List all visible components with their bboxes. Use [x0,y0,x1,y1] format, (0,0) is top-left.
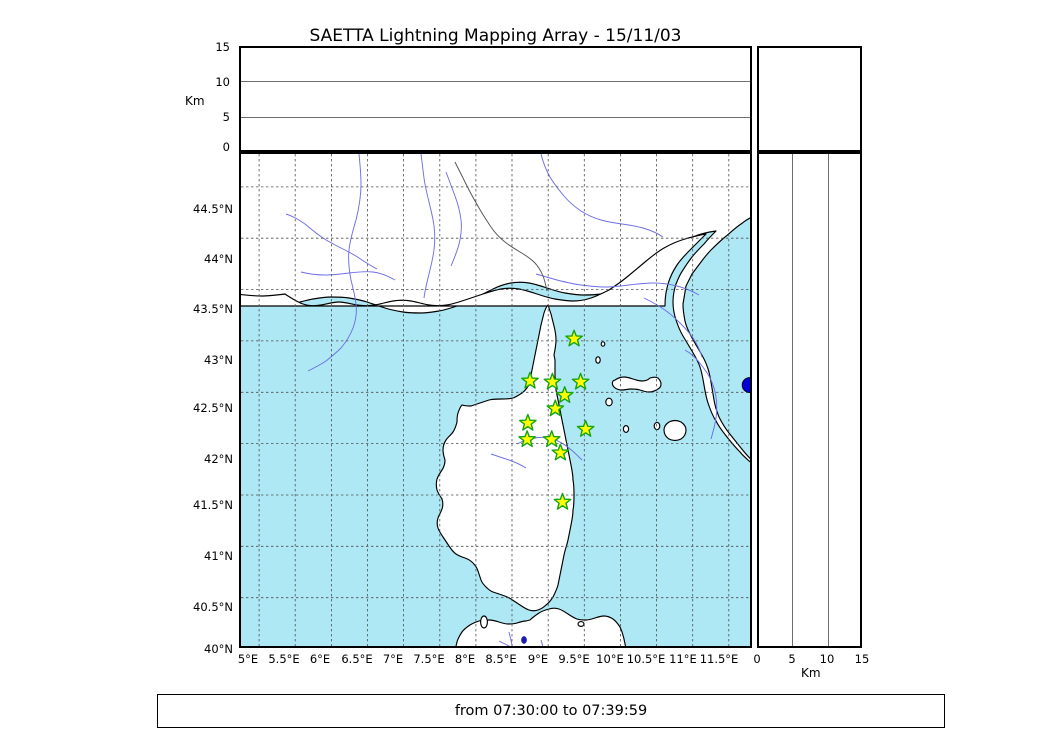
river-rhone-delta [300,271,396,281]
station-star-marker [542,430,561,448]
tick-lon-10: 10°E [596,652,624,666]
station-star-marker [518,413,537,431]
promontory-argentario [663,419,687,442]
national-border-france-italy [454,161,548,292]
tick-lat-41: 41°N [204,549,233,563]
tick-right-15: 15 [854,652,870,666]
station-star-marker [555,386,574,403]
event-markers [741,377,750,394]
axis-label-km-horizontal: Km [801,666,821,680]
map-gridlines [241,154,750,646]
map-graphic [241,154,750,646]
river-rhone [307,154,362,372]
river-var [445,171,462,267]
island-montecristo [622,425,630,433]
tick-top-5: 5 [222,110,230,124]
coastline-sardinia [455,607,627,646]
river-sardinia-3 [498,640,511,646]
tick-right-0: 0 [753,652,761,666]
river-sardinia-1 [508,631,513,646]
island-asinara [480,615,488,629]
island-la-maddalena [577,621,585,627]
tick-lon-5: 5°E [237,652,259,666]
station-star-marker [551,443,570,461]
tick-lon-10-5: 10.5°E [626,652,666,666]
tick-lon-9-5: 9.5°E [558,652,590,666]
tick-lat-44-5: 44.5°N [193,202,233,216]
gridline-5km [241,116,750,118]
station-star-marker [546,399,565,417]
lat-lon-map-panel[interactable] [239,152,752,648]
station-star-marker [521,371,539,389]
tick-lon-7-5: 7.5°E [413,652,445,666]
tick-lat-41-5: 41.5°N [193,498,233,512]
tick-lat-43-5: 43.5°N [193,302,233,316]
lake-bolsena [521,636,527,644]
status-bar[interactable]: from 07:30:00 to 07:39:59 [157,694,945,728]
station-star-marker [518,430,536,448]
lma-station-markers [518,329,595,510]
tick-lon-7: 7°E [382,652,404,666]
coastline-riviera-detail [241,233,707,307]
lightning-event-marker [741,377,750,394]
station-star-marker [571,372,590,390]
station-star-marker [553,492,572,510]
tick-lat-43: 43°N [204,353,233,367]
tick-lon-6: 6°E [309,652,331,666]
island-capraia [595,356,601,364]
tick-right-5: 5 [788,652,796,666]
altitude-vs-longitude-panel [239,46,752,152]
status-bar-text: from 07:30:00 to 07:39:59 [454,703,648,719]
corner-panel [757,46,862,152]
coastline-continental-europe [241,154,750,463]
gridline-10km-right [827,154,829,646]
tick-lat-40-5: 40.5°N [193,600,233,614]
tick-lat-42: 42°N [204,452,233,466]
island-gorgona [600,341,606,347]
tick-lat-44: 44°N [204,252,233,266]
tick-lon-11: 11°E [669,652,697,666]
tick-lon-8-5: 8.5°E [485,652,517,666]
river-po-upper [540,154,664,238]
island-elba [611,376,662,393]
tick-right-10: 10 [819,652,835,666]
river-durance [285,213,378,270]
axis-label-km-vertical: Km [185,94,205,108]
river-corsica-tavignano [490,453,527,469]
tick-top-15: 15 [215,40,230,54]
island-pianosa [605,397,613,407]
river-sardinia-2 [540,639,544,646]
tick-lat-40: 40°N [204,642,233,656]
station-star-marker [565,329,583,347]
river-saone [420,154,436,299]
tick-top-10: 10 [215,75,230,89]
tick-lon-11-5: 11.5°E [699,652,739,666]
gridline-5km-right [792,154,794,646]
station-star-marker [543,372,562,390]
tick-lon-6-5: 6.5°E [341,652,373,666]
station-star-marker [576,419,595,437]
tick-top-0: 0 [222,140,230,154]
tick-lon-9: 9°E [527,652,549,666]
river-tiber [684,349,718,440]
tick-lon-5-5: 5.5°E [268,652,300,666]
tick-lat-42-5: 42.5°N [193,401,233,415]
page-title: SAETTA Lightning Mapping Array - 15/11/0… [309,26,682,46]
coastline-corsica [435,304,575,612]
altitude-vs-latitude-panel [757,152,862,648]
river-po-lower [535,273,700,296]
gridline-10km [241,81,750,83]
tick-lon-8: 8°E [454,652,476,666]
